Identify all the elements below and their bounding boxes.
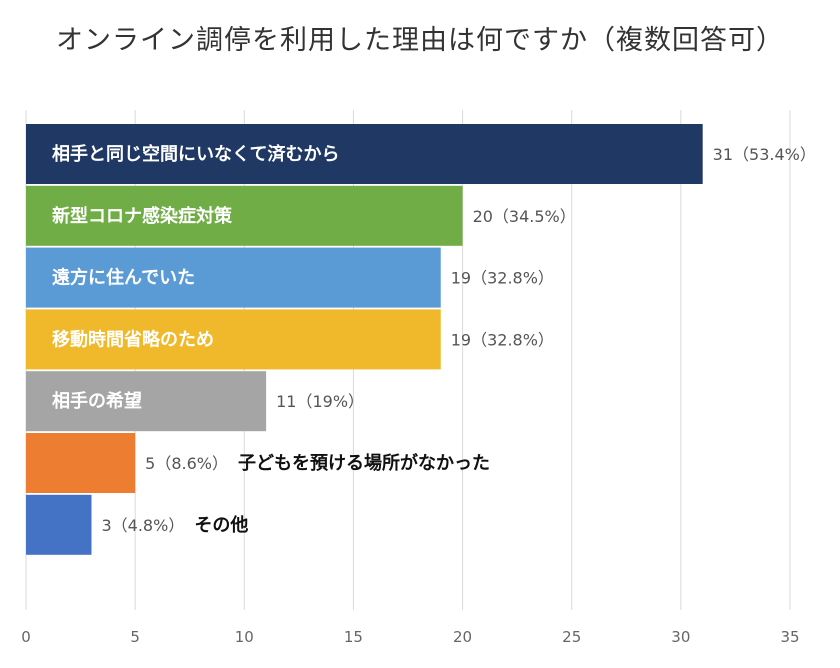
- data-label-3: 19（32.8%）: [451, 330, 554, 349]
- data-label-6: 3（4.8%）: [101, 516, 184, 535]
- category-label-5: 子どもを預ける場所がなかった: [238, 452, 490, 474]
- bar-4: [26, 371, 267, 432]
- x-tick-label-4: 20: [453, 628, 472, 646]
- category-label-3: 移動時間省略のため: [52, 328, 214, 350]
- x-tick-label-3: 15: [344, 628, 363, 646]
- data-label-1: 20（34.5%）: [473, 207, 576, 226]
- x-tick-label-5: 25: [562, 628, 581, 646]
- data-label-4: 11（19%）: [276, 392, 364, 411]
- x-tick-label-1: 5: [130, 628, 140, 646]
- data-label-0: 31（53.4%）: [713, 145, 816, 164]
- bar-5: [26, 433, 136, 493]
- category-label-4: 相手の希望: [52, 390, 142, 412]
- category-label-6: その他: [194, 514, 248, 536]
- bar-0: [26, 124, 703, 184]
- bar-1: [26, 185, 463, 246]
- x-tick-label-7: 35: [780, 628, 799, 646]
- bar-3: [26, 309, 441, 370]
- category-label-2: 遠方に住んでいた: [52, 267, 195, 289]
- bar-6: [26, 494, 92, 555]
- chart-title: オンライン調停を利用した理由は何ですか（複数回答可）: [56, 25, 784, 56]
- x-tick-label-6: 30: [671, 628, 690, 646]
- category-label-0: 相手と同じ空間にいなくて済むから: [52, 143, 339, 165]
- data-label-5: 5（8.6%）: [145, 454, 228, 473]
- x-tick-label-2: 10: [235, 628, 254, 646]
- data-label-2: 19（32.8%）: [451, 269, 554, 288]
- category-label-1: 新型コロナ感染症対策: [52, 205, 233, 227]
- x-tick-label-0: 0: [21, 628, 31, 646]
- bar-2: [26, 247, 441, 308]
